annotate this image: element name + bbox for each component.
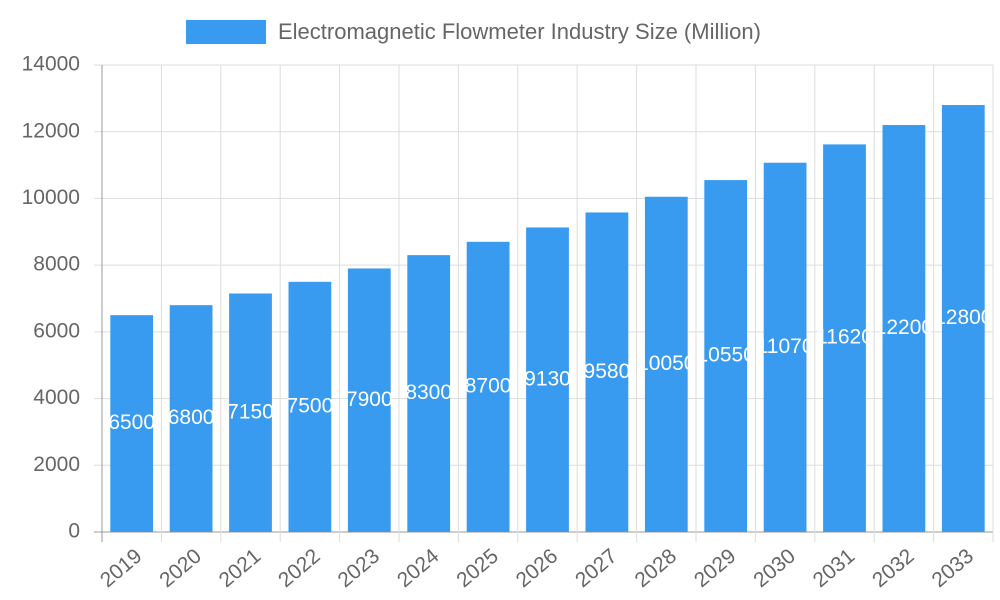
data-label: 8300 (405, 381, 452, 404)
y-tick-label: 6000 (33, 319, 80, 342)
bar (763, 162, 807, 532)
y-tick-label: 4000 (33, 386, 80, 409)
data-label: 9130 (524, 367, 571, 390)
bar (347, 268, 391, 532)
bar (823, 144, 866, 532)
x-tick-label: 2026 (512, 544, 563, 592)
bar (644, 196, 688, 532)
x-tick-label: 2030 (749, 544, 800, 592)
data-label: 10550 (696, 344, 754, 367)
data-label: 11070 (757, 335, 814, 358)
data-label: 7500 (287, 394, 334, 417)
bar (169, 305, 213, 532)
y-tick-label: 2000 (33, 453, 80, 476)
y-tick-label: 0 (68, 520, 80, 543)
data-label: 6800 (168, 406, 215, 429)
x-tick-label: 2024 (393, 544, 444, 592)
bar (110, 315, 154, 532)
x-tick-label: 2029 (690, 544, 741, 592)
legend-label: Electromagnetic Flowmeter Industry Size … (278, 19, 761, 44)
bar (288, 281, 332, 532)
y-tick-label: 14000 (22, 53, 80, 76)
bar (941, 105, 985, 533)
bar (585, 212, 629, 532)
bar (882, 125, 926, 533)
data-label: 11620 (816, 326, 873, 349)
data-label: 8700 (465, 374, 512, 397)
y-tick-label: 10000 (22, 186, 80, 209)
x-tick-label: 2031 (809, 544, 860, 592)
x-tick-label: 2025 (452, 544, 503, 592)
x-tick-label: 2021 (215, 544, 266, 592)
x-tick-label: 2027 (571, 544, 622, 592)
bar (407, 255, 451, 532)
data-label: 7900 (346, 388, 393, 411)
bar (466, 241, 510, 533)
y-tick-label: 8000 (33, 253, 80, 276)
y-tick-label: 12000 (22, 119, 80, 142)
x-tick-label: 2028 (631, 544, 682, 592)
legend-swatch (186, 20, 266, 44)
data-label: 12200 (875, 316, 933, 339)
bar (704, 180, 748, 532)
legend: Electromagnetic Flowmeter Industry Size … (186, 19, 761, 44)
bar (526, 227, 569, 532)
bar (229, 293, 272, 532)
x-tick-label: 2022 (274, 544, 325, 592)
x-tick-label: 2032 (868, 544, 919, 592)
data-label: 12800 (934, 306, 992, 329)
x-tick-label: 2019 (96, 544, 147, 592)
x-tick-label: 2023 (334, 544, 385, 592)
x-tick-label: 2033 (928, 544, 979, 592)
data-label: 7150 (227, 400, 274, 423)
data-label: 9580 (584, 360, 631, 383)
data-label: 6500 (108, 411, 155, 434)
x-tick-label: 2020 (155, 544, 206, 592)
data-label: 10050 (637, 352, 695, 375)
